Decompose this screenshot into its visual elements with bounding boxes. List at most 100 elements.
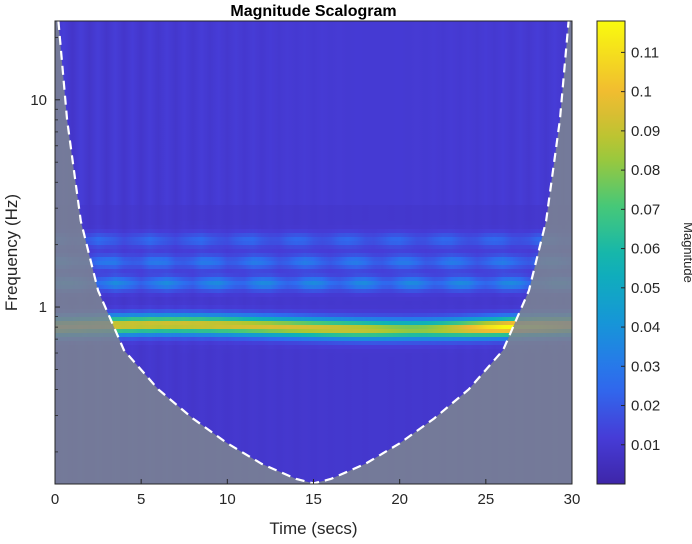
heatmap-row	[55, 329, 572, 334]
x-tick-label: 30	[564, 491, 581, 508]
heatmap-row	[55, 157, 572, 162]
heatmap-row	[55, 89, 572, 94]
heatmap-row	[55, 417, 572, 422]
heatmap-row	[55, 185, 572, 190]
heatmap-row	[55, 413, 572, 418]
colorbar-tick-label: 0.03	[631, 358, 660, 375]
heatmap-row	[55, 117, 572, 122]
heatmap-row	[55, 73, 572, 78]
heatmap-row	[55, 261, 572, 266]
heatmap-row	[55, 105, 572, 110]
heatmap-row	[55, 225, 572, 230]
heatmap-row	[55, 81, 572, 86]
heatmap-row	[55, 201, 572, 206]
heatmap-row	[55, 61, 572, 66]
heatmap-row	[55, 453, 572, 458]
heatmap-row	[55, 373, 572, 378]
y-tick-label: 1	[39, 299, 47, 316]
heatmap-row	[55, 301, 572, 306]
colorbar-tick-label: 0.06	[631, 241, 660, 258]
colorbar-tick-label: 0.09	[631, 123, 660, 140]
heatmap-row	[55, 69, 572, 74]
heatmap-row	[55, 397, 572, 402]
heatmap-row	[55, 161, 572, 166]
heatmap-row	[55, 473, 572, 478]
heatmap-row	[55, 281, 572, 286]
colorbar-tick-label: 0.1	[631, 84, 652, 101]
heatmap-row	[55, 461, 572, 466]
heatmap-row	[55, 249, 572, 254]
heatmap-row	[55, 93, 572, 98]
heatmap-row	[55, 193, 572, 198]
heatmap-row	[55, 349, 572, 354]
heatmap-row	[55, 369, 572, 374]
heatmap-row	[55, 41, 572, 46]
heatmap-row	[55, 297, 572, 302]
heatmap-row	[55, 313, 572, 318]
heatmap-row	[55, 465, 572, 470]
x-axis: 0 5 10 15 20 25 30	[51, 479, 581, 508]
heatmap-row	[55, 305, 572, 310]
magnitude-heatmap	[55, 21, 572, 484]
heatmap-row	[55, 121, 572, 126]
plot-area	[54, 20, 573, 485]
heatmap-row	[55, 101, 572, 106]
colorbar: 0.01 0.02 0.03 0.04 0.05 0.06 0.07 0.08 0.09 0.1 0…	[596, 20, 692, 485]
x-axis-label: Time (secs)	[269, 519, 357, 538]
heatmap-row	[55, 209, 572, 214]
heatmap-row	[55, 133, 572, 138]
heatmap-row	[55, 441, 572, 446]
heatmap-row	[55, 189, 572, 194]
heatmap-row	[55, 29, 572, 34]
x-tick-label: 5	[137, 491, 145, 508]
heatmap-row	[55, 469, 572, 474]
heatmap-row	[55, 173, 572, 178]
y-axis: 1 10	[30, 37, 60, 453]
heatmap-row	[55, 65, 572, 70]
colorbar-tick-label: 0.11	[631, 44, 659, 61]
heatmap-row	[55, 53, 572, 58]
heatmap-row	[55, 445, 572, 450]
heatmap-row	[55, 437, 572, 442]
heatmap-row	[55, 421, 572, 426]
colorbar-gradient	[596, 20, 626, 485]
heatmap-row	[55, 137, 572, 142]
heatmap-row	[55, 405, 572, 410]
heatmap-row	[55, 77, 572, 82]
heatmap-row	[55, 21, 572, 26]
heatmap-row	[55, 113, 572, 118]
heatmap-row	[55, 49, 572, 54]
heatmap-row	[55, 153, 572, 158]
x-tick-label: 0	[51, 491, 59, 508]
colorbar-tick-label: 0.04	[631, 319, 660, 336]
y-tick-label: 10	[30, 92, 47, 109]
heatmap-row	[55, 425, 572, 430]
heatmap-row	[55, 361, 572, 366]
heatmap-row	[55, 321, 572, 326]
heatmap-row	[55, 309, 572, 314]
heatmap-row	[55, 181, 572, 186]
heatmap-row	[55, 125, 572, 130]
heatmap-row	[55, 357, 572, 362]
heatmap-row	[55, 393, 572, 398]
colorbar-label: Magnitude	[681, 222, 692, 283]
heatmap-row	[55, 285, 572, 290]
heatmap-row	[55, 241, 572, 246]
heatmap-row	[55, 385, 572, 390]
heatmap-row	[55, 257, 572, 262]
colorbar-tick-label: 0.07	[631, 201, 660, 218]
heatmap-row	[55, 333, 572, 338]
heatmap-row	[55, 25, 572, 30]
heatmap-row	[55, 145, 572, 150]
heatmap-row	[55, 205, 572, 210]
x-tick-label: 10	[219, 491, 236, 508]
heatmap-row	[55, 269, 572, 274]
heatmap-row	[55, 337, 572, 342]
heatmap-row	[55, 197, 572, 202]
heatmap-row	[55, 97, 572, 102]
heatmap-row	[55, 345, 572, 350]
heatmap-row	[55, 217, 572, 222]
heatmap-row	[55, 141, 572, 146]
heatmap-row	[55, 229, 572, 234]
x-tick-label: 15	[305, 491, 322, 508]
